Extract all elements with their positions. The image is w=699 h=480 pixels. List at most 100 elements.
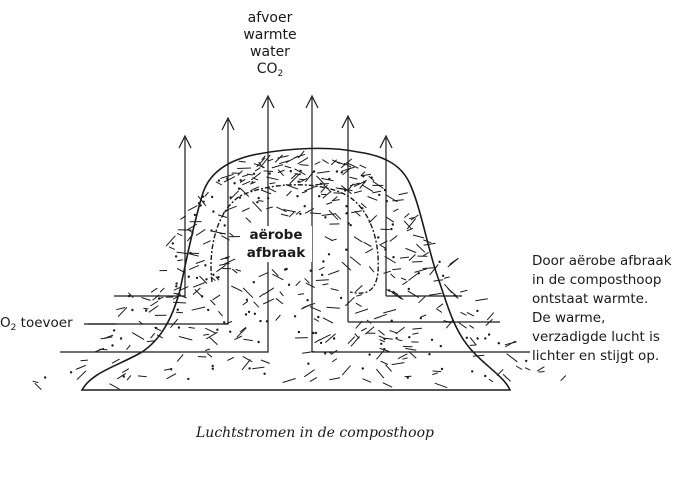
straw-stroke	[385, 337, 393, 340]
straw-stroke	[355, 285, 363, 293]
straw-stroke	[143, 307, 149, 310]
straw-stroke	[159, 287, 165, 293]
straw-stroke	[475, 298, 488, 302]
straw-dot	[174, 255, 178, 258]
straw-stroke	[234, 335, 243, 341]
straw-stroke	[187, 223, 198, 231]
straw-dot	[303, 205, 306, 208]
straw-stroke	[351, 210, 362, 214]
straw-stroke	[150, 287, 158, 293]
straw-stroke	[289, 179, 294, 185]
straw-dot	[256, 201, 259, 204]
straw-stroke	[502, 373, 511, 382]
straw-dot	[154, 326, 158, 330]
straw-stroke	[412, 327, 422, 330]
straw-dot	[287, 283, 291, 286]
straw-stroke	[309, 376, 318, 383]
straw-dot	[187, 275, 191, 278]
straw-stroke	[137, 375, 147, 378]
straw-stroke	[313, 318, 320, 322]
straw-dot	[170, 368, 173, 371]
straw-dot	[296, 195, 299, 198]
straw-dot	[340, 171, 343, 174]
straw-stroke	[250, 186, 260, 192]
straw-stroke	[274, 154, 283, 163]
straw-dot	[201, 195, 205, 198]
straw-stroke	[76, 370, 87, 381]
straw-stroke	[389, 330, 398, 334]
straw-stroke	[506, 353, 518, 363]
straw-stroke	[385, 216, 395, 223]
straw-stroke	[242, 180, 251, 186]
straw-stroke	[121, 368, 130, 374]
straw-dot	[390, 319, 393, 322]
straw-stroke	[241, 359, 251, 371]
heap-outline	[80, 147, 512, 391]
straw-dot	[239, 179, 242, 182]
straw-stroke	[560, 375, 567, 382]
straw-stroke	[326, 201, 333, 205]
straw-dot	[388, 289, 391, 292]
straw-stroke	[363, 241, 372, 247]
straw-stroke	[275, 314, 281, 321]
straw-stroke	[408, 254, 416, 261]
straw-stroke	[246, 173, 253, 176]
straw-stroke	[336, 161, 346, 166]
straw-stroke	[418, 296, 426, 304]
straw-stroke	[432, 372, 439, 376]
straw-stroke	[146, 340, 156, 343]
straw-dot	[233, 182, 236, 185]
straw-stroke	[359, 164, 367, 169]
straw-stroke	[392, 199, 404, 202]
straw-stroke	[410, 214, 419, 221]
straw-stroke	[403, 220, 412, 230]
straw-stroke	[305, 282, 315, 288]
straw-stroke	[315, 279, 329, 281]
straw-dot	[229, 196, 232, 199]
straw-stroke	[34, 382, 42, 390]
arrow-head-4	[305, 94, 319, 109]
straw-dot	[144, 309, 148, 312]
straw-stroke	[340, 185, 352, 195]
straw-stroke	[202, 240, 211, 245]
straw-stroke	[283, 209, 296, 213]
channel-3	[60, 98, 269, 353]
straw-stroke	[231, 285, 243, 292]
straw-dot	[349, 224, 352, 227]
straw-dot	[119, 337, 123, 340]
straw-dot	[211, 367, 215, 370]
straw-stroke	[392, 268, 402, 271]
straw-stroke	[223, 176, 236, 183]
straw-dot	[175, 285, 178, 288]
straw-stroke	[412, 261, 423, 263]
straw-stroke	[299, 178, 305, 181]
straw-stroke	[375, 368, 385, 379]
straw-stroke	[126, 375, 132, 381]
straw-stroke	[408, 217, 415, 220]
straw-dot	[428, 353, 431, 356]
straw-dot	[210, 229, 213, 232]
straw-stroke	[443, 276, 450, 279]
straw-stroke	[422, 251, 429, 257]
straw-stroke	[472, 354, 485, 357]
figure-caption: Luchtstromen in de composthoop	[196, 425, 434, 441]
straw-dot	[390, 227, 393, 231]
straw-dot	[289, 170, 292, 173]
straw-stroke	[380, 244, 387, 250]
straw-dot	[200, 295, 204, 298]
straw-stroke	[277, 169, 285, 174]
straw-dot	[223, 224, 226, 227]
straw-stroke	[368, 266, 375, 273]
heap-hatching	[32, 150, 567, 390]
straw-stroke	[126, 344, 131, 351]
straw-dot	[122, 375, 126, 378]
straw-stroke	[406, 218, 417, 230]
straw-dot	[312, 331, 315, 335]
straw-stroke	[297, 157, 309, 165]
straw-stroke	[360, 171, 366, 176]
straw-stroke	[349, 256, 362, 266]
straw-stroke	[252, 201, 262, 212]
straw-stroke	[332, 199, 340, 202]
straw-stroke	[353, 190, 363, 194]
straw-dot	[211, 364, 214, 368]
